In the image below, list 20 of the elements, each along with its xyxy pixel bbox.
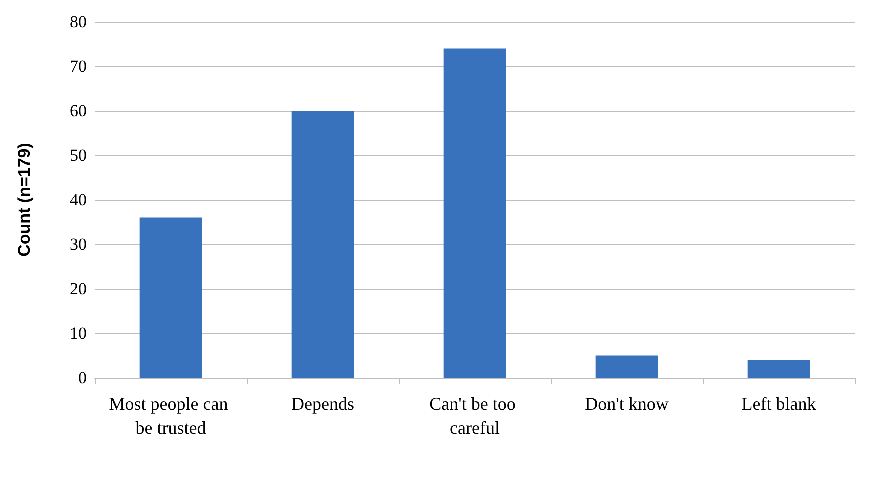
y-tick-label: 30 [70, 235, 87, 254]
x-tick-label: Left blank [742, 394, 816, 414]
y-axis-title: Count (n=179) [15, 143, 34, 257]
y-tick-label: 40 [70, 190, 87, 210]
y-tick-label: 20 [70, 280, 87, 298]
bar [140, 218, 202, 378]
bar [444, 48, 506, 378]
y-tick-label: 70 [70, 57, 87, 76]
bar [292, 111, 354, 378]
x-tick-label: Can't be too careful [430, 394, 520, 438]
y-tick-label: 10 [70, 324, 87, 343]
bar [748, 360, 810, 378]
y-tick-label: 0 [78, 368, 87, 388]
x-tick-label: Depends [292, 394, 354, 414]
bar [596, 356, 658, 378]
x-tick-label: Most people can be trusted [109, 394, 233, 438]
x-tick-label: Don't know [585, 394, 669, 414]
y-tick-label: 60 [70, 102, 87, 120]
y-tick-label: 50 [70, 146, 87, 165]
y-tick-label: 80 [70, 12, 87, 32]
